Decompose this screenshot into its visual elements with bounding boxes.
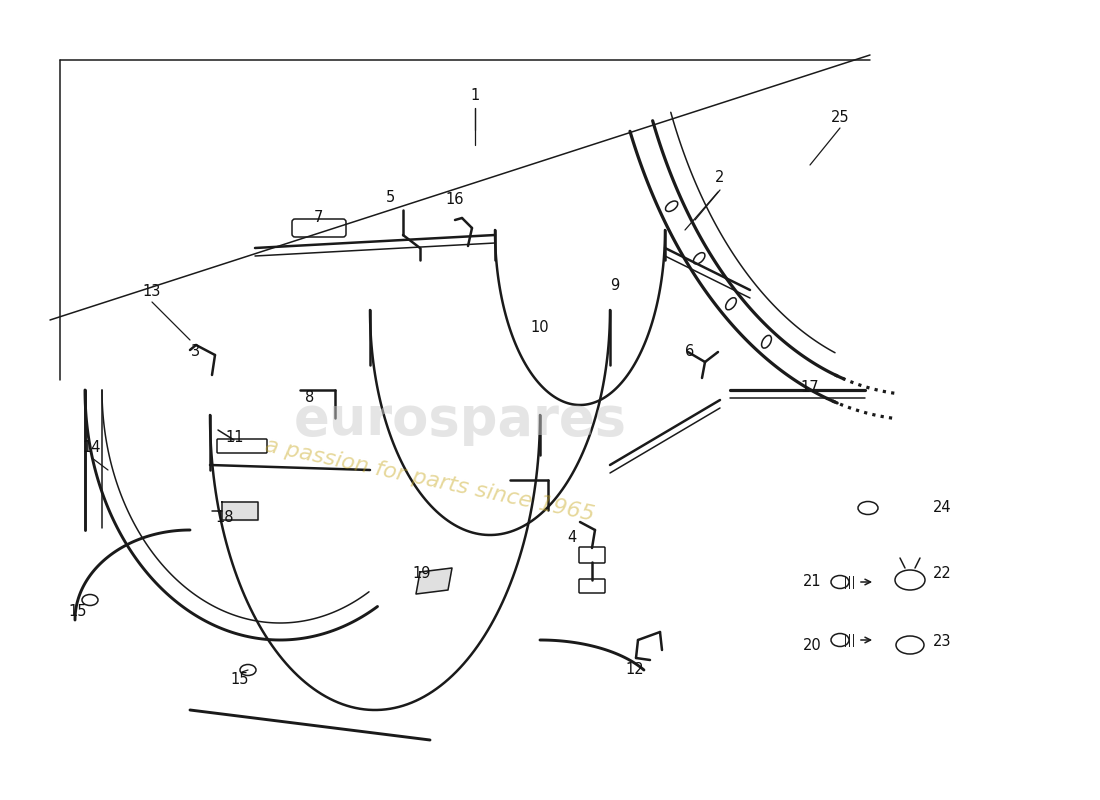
- Text: 3: 3: [190, 345, 199, 359]
- Text: 16: 16: [446, 193, 464, 207]
- Text: 19: 19: [412, 566, 431, 582]
- FancyBboxPatch shape: [579, 579, 605, 593]
- Text: 14: 14: [82, 441, 101, 455]
- Text: 1: 1: [471, 87, 480, 102]
- Text: 5: 5: [385, 190, 395, 206]
- Text: 17: 17: [801, 381, 820, 395]
- Text: 11: 11: [226, 430, 244, 446]
- Polygon shape: [416, 568, 452, 594]
- Text: 6: 6: [685, 345, 694, 359]
- Text: 8: 8: [306, 390, 315, 406]
- Polygon shape: [222, 502, 258, 520]
- Text: 4: 4: [568, 530, 576, 546]
- Text: 25: 25: [830, 110, 849, 126]
- Text: eurospares: eurospares: [294, 394, 627, 446]
- Text: 21: 21: [803, 574, 822, 590]
- Text: 24: 24: [933, 501, 952, 515]
- FancyBboxPatch shape: [217, 439, 267, 453]
- Text: 9: 9: [610, 278, 619, 293]
- Text: 20: 20: [803, 638, 822, 653]
- Text: 12: 12: [626, 662, 645, 678]
- Text: 15: 15: [68, 605, 87, 619]
- Text: 7: 7: [314, 210, 322, 226]
- Text: 18: 18: [216, 510, 234, 526]
- Text: 23: 23: [933, 634, 952, 650]
- Text: 15: 15: [231, 673, 250, 687]
- Text: 2: 2: [715, 170, 725, 186]
- Text: 10: 10: [530, 321, 549, 335]
- FancyBboxPatch shape: [579, 547, 605, 563]
- FancyBboxPatch shape: [292, 219, 346, 237]
- Text: 13: 13: [143, 285, 162, 299]
- Text: 22: 22: [933, 566, 952, 582]
- Text: a passion for parts since 1965: a passion for parts since 1965: [263, 435, 596, 525]
